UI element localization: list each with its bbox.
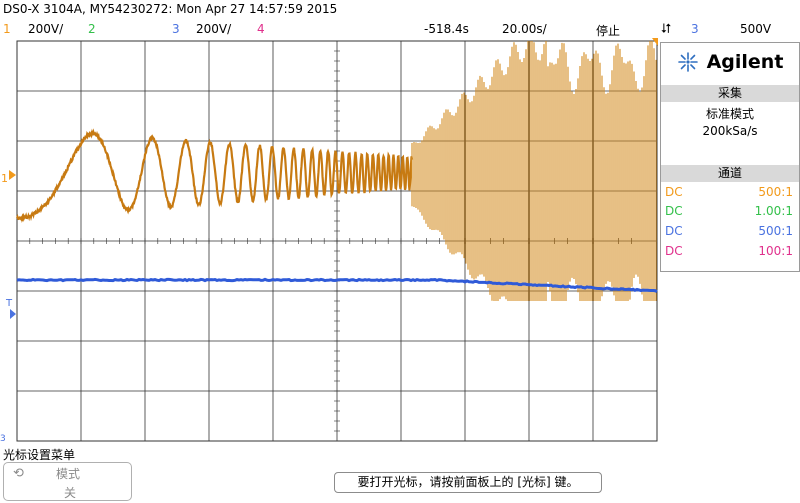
trigger-level[interactable]: 500V xyxy=(740,22,771,36)
ch4-number[interactable]: 4 xyxy=(257,22,265,36)
channel-coupling: DC xyxy=(665,224,683,238)
trigger-source[interactable]: 3 xyxy=(691,22,699,36)
ch3-offscreen-marker[interactable]: 3 xyxy=(0,434,6,444)
channel-4-status[interactable]: DC 100:1 xyxy=(665,243,795,262)
scope-title: DS0-X 3104A, MY54230272: Mon Apr 27 14:5… xyxy=(3,2,337,16)
run-state[interactable]: 停止 xyxy=(596,22,620,39)
info-panel: Agilent 采集 标准模式 200kSa/s 通道 DC 500:1 DC … xyxy=(660,42,800,272)
brand-name: Agilent xyxy=(707,51,784,73)
ch1-number[interactable]: 1 xyxy=(3,22,11,36)
waveform-display[interactable]: 1 T 3 xyxy=(0,38,660,444)
cursor-mode-softkey[interactable]: ⟲ 模式 关 xyxy=(3,462,132,501)
softkey-menu-title: 光标设置菜单 xyxy=(3,446,75,463)
channel-probe: 500:1 xyxy=(758,185,793,199)
trigger-edge-icon: ⮃ xyxy=(661,22,671,37)
channel-1-status[interactable]: DC 500:1 xyxy=(665,184,795,203)
sample-rate: 200kSa/s xyxy=(661,124,799,138)
timebase[interactable]: 20.00s/ xyxy=(502,22,547,36)
ch3-scale[interactable]: 200V/ xyxy=(196,22,231,36)
trigger-level-marker[interactable]: T xyxy=(5,298,13,309)
channel-coupling: DC xyxy=(665,244,683,258)
ch2-number[interactable]: 2 xyxy=(88,22,96,36)
ch1-scale[interactable]: 200V/ xyxy=(28,22,63,36)
softkey-label: 模式 xyxy=(56,465,80,482)
channel-coupling: DC xyxy=(665,185,683,199)
graticule xyxy=(17,41,657,441)
horizontal-delay[interactable]: -518.4s xyxy=(424,22,469,36)
channel-probe: 1.00:1 xyxy=(755,204,793,218)
ch3-number[interactable]: 3 xyxy=(172,22,180,36)
brand-logo: Agilent xyxy=(661,43,799,81)
channel-3-status[interactable]: DC 500:1 xyxy=(665,223,795,242)
refresh-icon: ⟲ xyxy=(13,466,24,481)
agilent-spark-icon xyxy=(677,51,699,73)
channel-probe: 100:1 xyxy=(758,244,793,258)
softkey-value: 关 xyxy=(64,484,76,501)
trigger-marker-icon xyxy=(10,309,16,319)
channel-2-status[interactable]: DC 1.00:1 xyxy=(665,203,795,222)
ch1-ground-marker[interactable]: 1 xyxy=(1,172,8,185)
status-message: 要打开光标，请按前面板上的 [光标] 键。 xyxy=(334,472,602,493)
acquire-mode[interactable]: 标准模式 xyxy=(661,105,799,122)
channel-coupling: DC xyxy=(665,204,683,218)
channels-header: 通道 xyxy=(661,165,799,182)
ch1-marker-icon xyxy=(9,170,16,180)
channel-probe: 500:1 xyxy=(758,224,793,238)
acquire-header: 采集 xyxy=(661,85,799,102)
